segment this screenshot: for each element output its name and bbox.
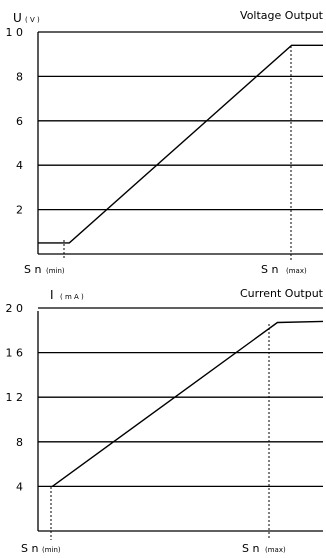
voltage-y-axis-label: U	[13, 11, 22, 25]
current-min-marker-label: S n	[21, 542, 38, 555]
voltage-chart: Voltage Output U ( V ) 2 4 6 8 1 0 S n (min)…	[6, 9, 324, 276]
voltage-y-tick-label: 4	[16, 159, 23, 172]
current-y-tick-label: 8	[16, 436, 23, 449]
voltage-y-tick-label: 8	[16, 70, 23, 83]
current-grid	[38, 307, 323, 488]
current-y-ticks: 4 8 1 2 1 6 2 0	[6, 302, 24, 493]
current-max-marker-label: S n	[242, 542, 259, 555]
voltage-y-tick-label: 1 0	[6, 26, 24, 39]
voltage-y-ticks: 2 4 6 8 1 0	[6, 26, 24, 217]
voltage-max-marker-sub: (max)	[286, 267, 307, 275]
current-chart-title: Current Output	[240, 287, 324, 300]
voltage-min-marker-sub: (min)	[46, 267, 65, 275]
current-y-tick-label: 1 2	[6, 391, 24, 404]
voltage-min-marker-label: S n	[24, 263, 41, 276]
voltage-y-tick-label: 6	[16, 115, 23, 128]
current-y-tick-label: 4	[16, 480, 23, 493]
current-min-marker-sub: (min)	[42, 546, 61, 554]
current-y-axis-label: I	[50, 288, 54, 302]
voltage-y-axis-unit: ( V )	[25, 16, 40, 24]
current-y-tick-label: 1 6	[6, 347, 24, 360]
current-y-tick-label: 2 0	[6, 302, 24, 315]
voltage-chart-title: Voltage Output	[240, 9, 324, 22]
voltage-max-marker-label: S n	[261, 263, 278, 276]
current-chart: Current Output I ( m A ) 4 8 1 2 1 6 2 0 S n…	[6, 287, 324, 555]
voltage-y-tick-label: 2	[16, 204, 23, 217]
voltage-grid	[38, 31, 323, 211]
voltage-series-line	[38, 44, 323, 244]
current-series-line	[51, 320, 324, 487]
current-max-marker-sub: (max)	[265, 546, 286, 554]
current-y-axis-unit: ( m A )	[60, 293, 84, 301]
